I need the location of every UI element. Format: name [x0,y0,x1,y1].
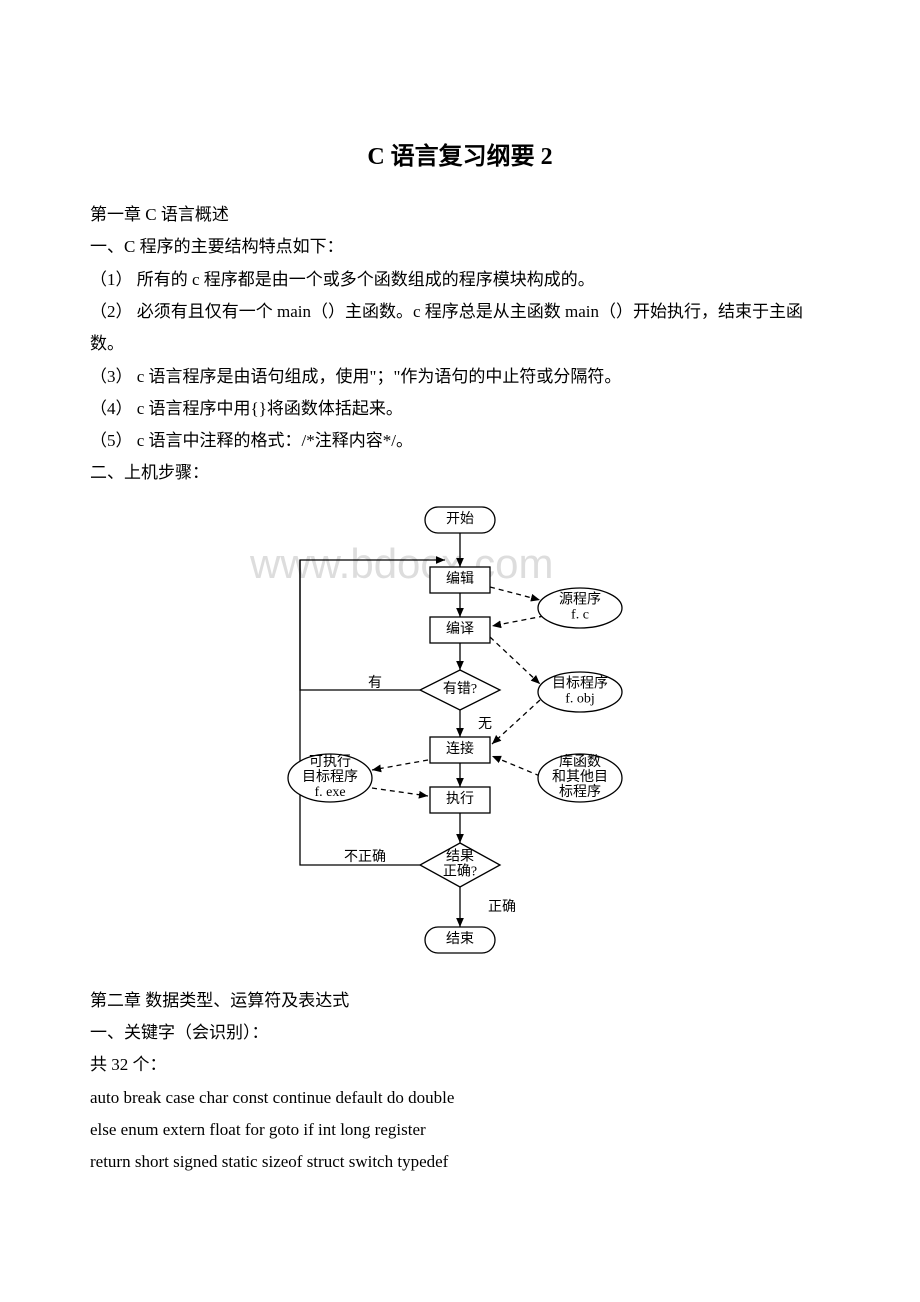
paragraph: 第二章 数据类型、运算符及表达式 [90,985,830,1017]
paragraph: （3） c 语言程序是由语句组成，使用"；"作为语句的中止符或分隔符。 [90,361,830,393]
svg-text:有错?: 有错? [443,681,477,697]
svg-text:执行: 执行 [446,791,474,807]
paragraph: （5） c 语言中注释的格式：/*注释内容*/。 [90,425,830,457]
svg-text:编译: 编译 [446,621,474,637]
paragraph: 二、上机步骤： [90,457,830,489]
svg-text:结果: 结果 [446,848,474,864]
svg-text:f. exe: f. exe [314,785,345,800]
paragraph: return short signed static sizeof struct… [90,1146,830,1178]
svg-text:有: 有 [368,675,382,691]
svg-text:编辑: 编辑 [446,571,474,587]
flowchart: 无正确有不正确开始编辑编译有错?连接执行结果正确?结束源程序f. c目标程序f.… [280,500,640,975]
paragraph: else enum extern float for goto if int l… [90,1114,830,1146]
svg-text:结束: 结束 [446,931,474,947]
paragraph: 一、关键字（会识别）： [90,1017,830,1049]
svg-text:可执行: 可执行 [309,754,351,770]
paragraph: （2） 必须有且仅有一个 main（）主函数。c 程序总是从主函数 main（）… [90,296,830,361]
svg-text:连接: 连接 [446,740,474,757]
svg-text:正确?: 正确? [443,863,477,879]
svg-text:目标程序: 目标程序 [302,769,358,785]
svg-text:和其他目: 和其他目 [552,769,608,785]
svg-text:正确: 正确 [488,899,516,915]
paragraph: （1） 所有的 c 程序都是由一个或多个函数组成的程序模块构成的。 [90,264,830,296]
svg-text:f. obj: f. obj [565,691,595,706]
paragraph: （4） c 语言程序中用{}将函数体括起来。 [90,393,830,425]
svg-text:目标程序: 目标程序 [552,675,608,691]
paragraph: 一、C 程序的主要结构特点如下： [90,231,830,263]
svg-text:不正确: 不正确 [344,849,386,865]
svg-text:无: 无 [478,717,492,732]
svg-text:标程序: 标程序 [559,784,601,800]
paragraph: 第一章 C 语言概述 [90,199,830,231]
page-title: C 语言复习纲要 2 [90,136,830,171]
svg-text:库函数: 库函数 [559,754,601,770]
paragraph: auto break case char const continue defa… [90,1082,830,1114]
svg-text:源程序: 源程序 [559,591,601,607]
paragraph: 共 32 个： [90,1049,830,1081]
svg-text:开始: 开始 [446,511,474,527]
svg-text:f. c: f. c [571,607,589,622]
